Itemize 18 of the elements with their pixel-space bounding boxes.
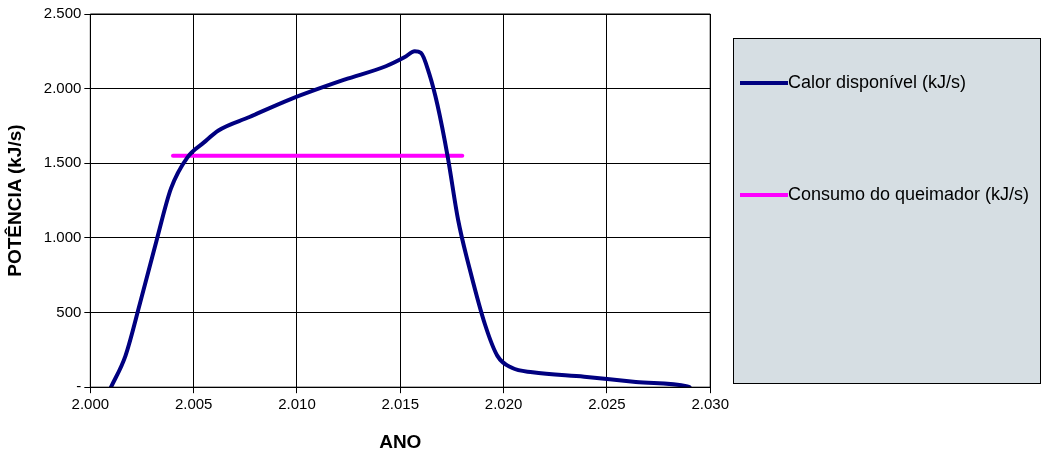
y-tick-label: 1.500 [43,153,82,171]
y-tick-label: 500 [56,302,82,320]
y-axis-title: POTÊNCIA (kJ/s) [3,124,25,277]
legend-label: Consumo do queimador (kJ/s) [788,183,1031,205]
x-tick-label: 2.005 [174,395,213,413]
y-tick-label: - [76,377,82,395]
x-tick-label: 2.030 [691,395,730,413]
x-tick-label: 2.015 [381,395,420,413]
line-series [109,49,692,388]
x-tick-label: 2.000 [71,395,110,413]
x-tick-label: 2.010 [278,395,316,413]
x-axis-title: ANO [379,430,422,452]
y-tick-label: 1.000 [43,228,82,246]
y-tick-label: 2.500 [43,4,82,22]
x-tick-label: 2.025 [588,395,626,413]
legend-label: Calor disponível (kJ/s) [788,71,968,93]
y-tick-label: 2.000 [43,78,82,96]
x-tick-label: 2.020 [484,395,523,413]
